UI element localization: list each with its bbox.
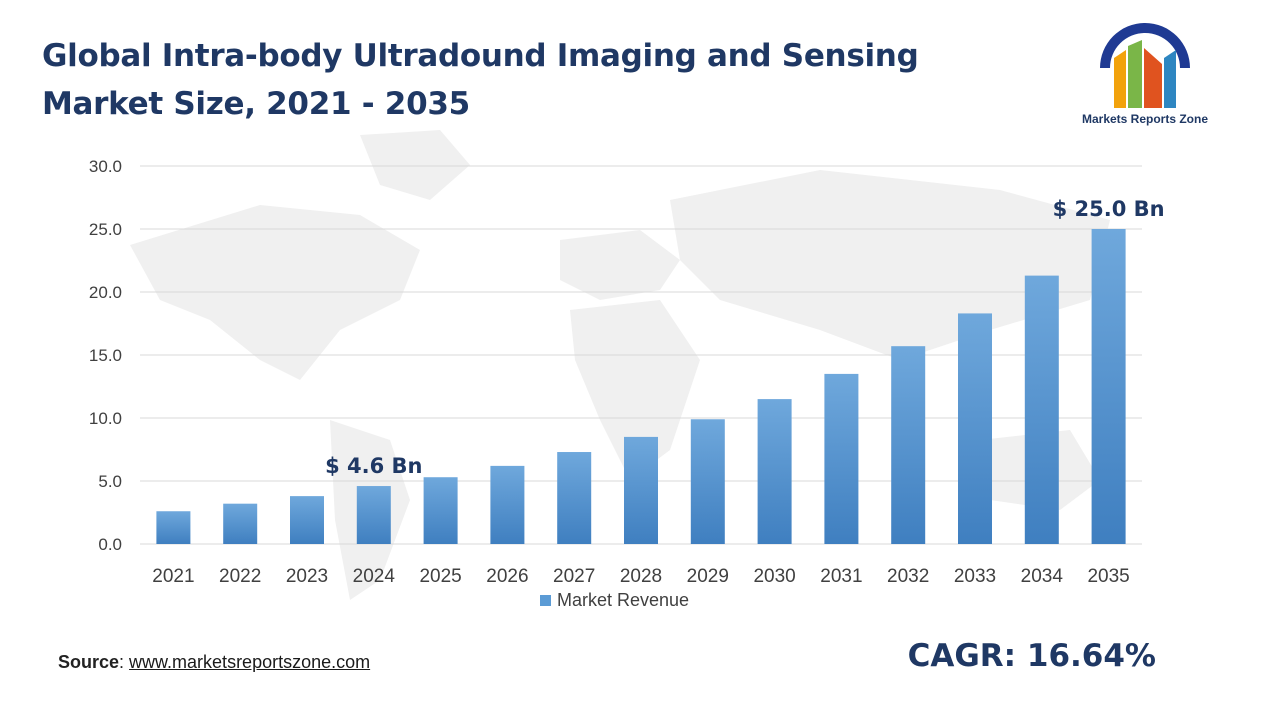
value-annotation: $ 25.0 Bn	[1053, 197, 1165, 221]
logo-icon	[1100, 20, 1190, 110]
source-line: Source: www.marketsreportszone.com	[58, 652, 370, 673]
bar-2025	[423, 477, 458, 544]
bar-2028	[624, 436, 658, 544]
legend: Market Revenue	[540, 590, 689, 611]
bar-2024	[356, 486, 391, 544]
y-tick-label: 30.0	[89, 157, 122, 176]
x-tick-label: 2032	[887, 566, 929, 587]
y-tick-label: 0.0	[98, 535, 122, 554]
y-tick-label: 20.0	[89, 283, 122, 302]
x-tick-label: 2035	[1087, 566, 1129, 587]
y-tick-label: 15.0	[89, 346, 122, 365]
annotations: $ 4.6 Bn $ 25.0 Bn	[325, 197, 1165, 478]
x-tick-label: 2022	[219, 566, 261, 587]
y-axis: 0.0 5.0 10.0 15.0 20.0 25.0 30.0	[89, 157, 122, 554]
y-tick-label: 25.0	[89, 220, 122, 239]
bar-2032	[891, 346, 926, 544]
chart-title: Global Intra-body Ultradound Imaging and…	[42, 38, 919, 122]
bar-2029	[690, 419, 725, 544]
bar-2030	[757, 399, 792, 544]
x-tick-label: 2031	[820, 566, 862, 587]
markets-reports-zone-logo: Markets Reports Zone	[1070, 18, 1240, 133]
bar-2021	[156, 511, 191, 544]
legend-label: Market Revenue	[557, 590, 690, 610]
value-annotation: $ 4.6 Bn	[325, 454, 422, 478]
y-tick-label: 10.0	[89, 409, 122, 428]
bar-2027	[557, 452, 592, 544]
legend-swatch	[540, 595, 551, 606]
bar-2031	[824, 373, 859, 544]
x-tick-label: 2033	[954, 566, 996, 587]
cagr-value: CAGR: 16.64%	[907, 638, 1156, 674]
logo-text: Markets Reports Zone	[1081, 112, 1209, 126]
x-tick-label: 2021	[152, 566, 194, 587]
source-link[interactable]: www.marketsreportszone.com	[129, 652, 371, 672]
bar-2023	[290, 496, 324, 544]
x-tick-label: 2023	[286, 566, 328, 587]
bar-2034	[1024, 275, 1059, 544]
x-tick-label: 2025	[419, 566, 461, 587]
bars	[156, 229, 1126, 544]
x-tick-label: 2024	[353, 566, 396, 587]
bar-2026	[490, 465, 525, 544]
x-tick-label: 2026	[486, 566, 528, 587]
bar-2022	[223, 503, 258, 544]
x-tick-label: 2034	[1021, 566, 1064, 587]
bar-2035	[1091, 229, 1126, 544]
world-map-watermark	[130, 130, 1110, 600]
x-tick-label: 2030	[753, 566, 795, 587]
source-separator: :	[119, 652, 130, 672]
x-tick-label: 2029	[687, 566, 729, 587]
source-label: Source	[58, 652, 120, 672]
x-tick-label: 2028	[620, 566, 662, 587]
bar-2033	[958, 313, 992, 544]
x-tick-label: 2027	[553, 566, 595, 587]
bar-chart: 0.05.010.015.020.025.030.0 2021 2022 2023 2…	[89, 130, 1165, 600]
x-axis: 2021 2022 2023 2024 2025 2026 2027 2028 2029 2030…	[152, 566, 1129, 587]
y-tick-label: 5.0	[98, 472, 122, 491]
